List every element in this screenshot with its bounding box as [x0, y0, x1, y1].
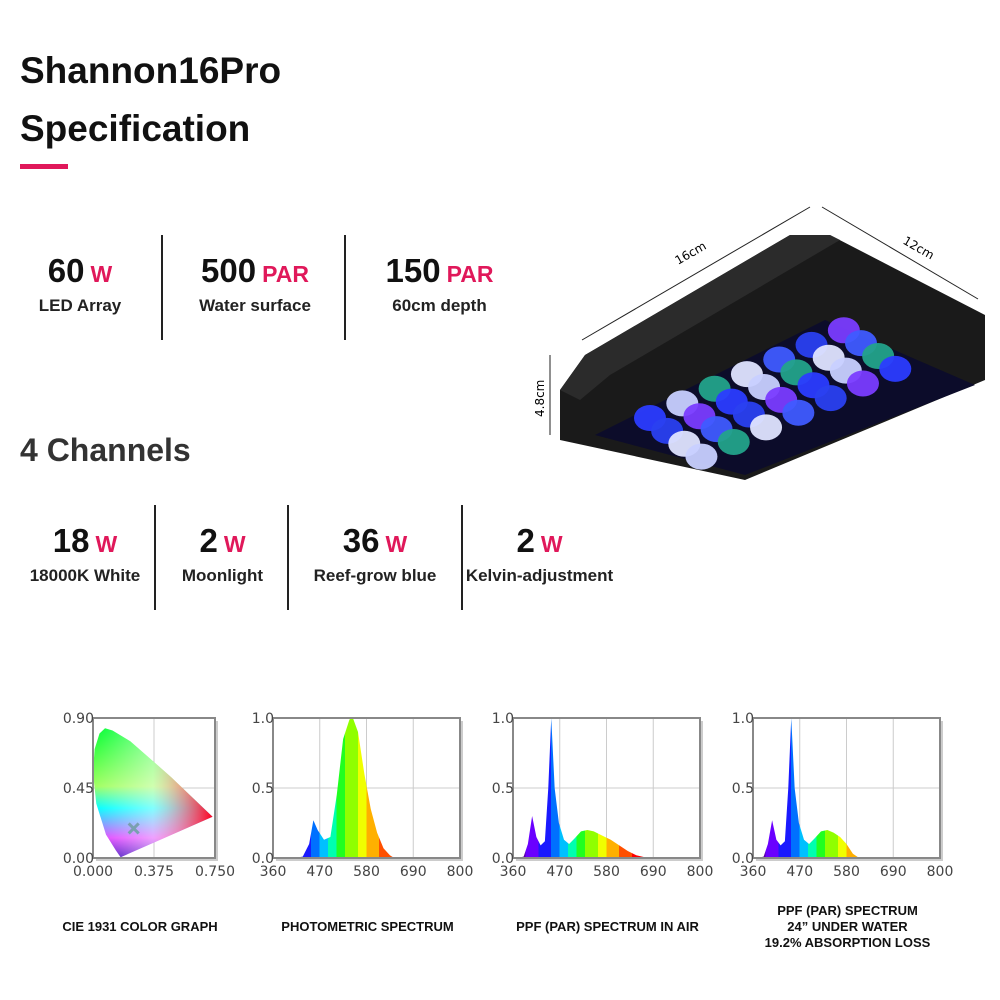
x-tick-label: 360 [260, 864, 287, 880]
chart-0: 0.000 0.375 0.750 0.00 0.45 0.90 [63, 711, 235, 880]
channel-value: 36 [342, 522, 380, 559]
stat-unit: W [90, 261, 113, 287]
x-tick-label: 580 [353, 864, 380, 880]
chart-caption: PPF (PAR) SPECTRUM IN AIR [516, 919, 699, 934]
chart-caption: CIE 1931 COLOR GRAPH [62, 919, 218, 934]
y-tick-label: 0.0 [492, 851, 514, 867]
divider [461, 505, 463, 610]
channels-title: 4 Channels [20, 432, 191, 468]
x-tick-label: 360 [740, 864, 767, 880]
divider [344, 235, 346, 340]
stat-value: 150 [385, 252, 441, 289]
stat-unit: PAR [446, 261, 494, 287]
channel-blue: 36 W Reef-grow blue [300, 522, 450, 586]
cie-gamut-overlay [93, 728, 213, 858]
accent-bar [20, 164, 68, 169]
y-tick-label: 1.0 [492, 711, 514, 727]
dim-width-label: 12cm [901, 233, 937, 262]
dim-length-label: 16cm [673, 239, 709, 268]
chart-3: 360 470 580 690 800 0.0 0.5 1.0 [732, 711, 954, 880]
channel-white: 18 W 18000K White [20, 522, 150, 586]
y-tick-label: 0.00 [63, 851, 94, 867]
y-tick-label: 0.5 [732, 781, 754, 797]
spectrum-charts: 0.000 0.375 0.750 0.00 0.45 0.90 360 470 580 690 8… [63, 711, 954, 880]
x-tick-label: 360 [500, 864, 527, 880]
spectrum-area [294, 718, 395, 858]
page-subtitle: Specification [20, 108, 251, 149]
chart-1: 360 470 580 690 800 0.0 0.5 1.0 [252, 711, 474, 880]
x-tick-label: 800 [447, 864, 474, 880]
channel-value: 18 [52, 522, 90, 559]
y-tick-label: 0.0 [732, 851, 754, 867]
x-tick-label: 470 [306, 864, 333, 880]
x-tick-label: 690 [880, 864, 907, 880]
divider [161, 235, 163, 340]
led [782, 399, 815, 426]
x-tick-label: 470 [546, 864, 573, 880]
spectrum-area [517, 718, 654, 858]
channel-value: 2 [516, 522, 535, 559]
x-tick-label: 580 [833, 864, 860, 880]
channel-unit: W [95, 531, 118, 557]
led [750, 414, 783, 441]
dim-height-label: 4.8cm [533, 380, 547, 417]
chart-caption: PPF (PAR) SPECTRUM 24” UNDER WATER 19.2%… [764, 903, 931, 950]
y-tick-label: 0.45 [63, 781, 94, 797]
plot-frame [92, 717, 216, 859]
y-tick-label: 1.0 [732, 711, 754, 727]
stat-par-surface: 500 PAR Water surface [175, 252, 335, 316]
channel-label: Reef-grow blue [313, 566, 437, 585]
white-point-marker [127, 822, 140, 835]
plot-frame [272, 717, 461, 859]
led [879, 355, 912, 382]
channel-unit: W [540, 531, 563, 557]
dimension-line-width [821, 206, 979, 300]
channel-label: Kelvin-adjustment [465, 566, 614, 585]
x-tick-label: 690 [640, 864, 667, 880]
y-tick-label: 1.0 [252, 711, 274, 727]
x-tick-label: 470 [786, 864, 813, 880]
x-tick-label: 690 [400, 864, 427, 880]
x-tick-label: 800 [687, 864, 714, 880]
x-tick-label: 800 [927, 864, 954, 880]
x-tick-label: 0.750 [195, 864, 235, 880]
stat-value: 500 [201, 252, 257, 289]
stat-power: 60 W LED Array [20, 252, 140, 316]
chart-2: 360 470 580 690 800 0.0 0.5 1.0 [492, 711, 714, 880]
stat-label: Water surface [199, 296, 311, 315]
led [846, 370, 879, 397]
x-tick-label: 0.375 [134, 864, 174, 880]
plot-frame [512, 717, 701, 859]
stat-label: 60cm depth [392, 296, 487, 315]
channel-label: 18000K White [29, 566, 141, 585]
product-title: Shannon16Pro [20, 50, 282, 91]
product-image: 16cm 12cm 4.8cm [533, 206, 985, 480]
y-tick-label: 0.5 [252, 781, 274, 797]
stat-unit: PAR [262, 261, 309, 287]
stat-value: 60 [47, 252, 85, 289]
led [814, 385, 847, 412]
stat-par-depth: 150 PAR 60cm depth [362, 252, 517, 316]
x-tick-label: 0.000 [73, 864, 113, 880]
plot-frame [752, 717, 941, 859]
channel-value: 2 [199, 522, 218, 559]
channel-unit: W [223, 531, 246, 557]
divider [287, 505, 289, 610]
y-tick-label: 0.5 [492, 781, 514, 797]
y-tick-label: 0.0 [252, 851, 274, 867]
y-tick-label: 0.90 [63, 711, 94, 727]
chart-caption: PHOTOMETRIC SPECTRUM [281, 919, 454, 934]
x-tick-label: 580 [593, 864, 620, 880]
led [685, 443, 718, 470]
divider [154, 505, 156, 610]
dimension-line-length [581, 206, 811, 341]
led [717, 428, 750, 455]
stat-label: LED Array [38, 296, 122, 315]
channel-unit: W [385, 531, 408, 557]
channel-label: Moonlight [181, 566, 264, 585]
